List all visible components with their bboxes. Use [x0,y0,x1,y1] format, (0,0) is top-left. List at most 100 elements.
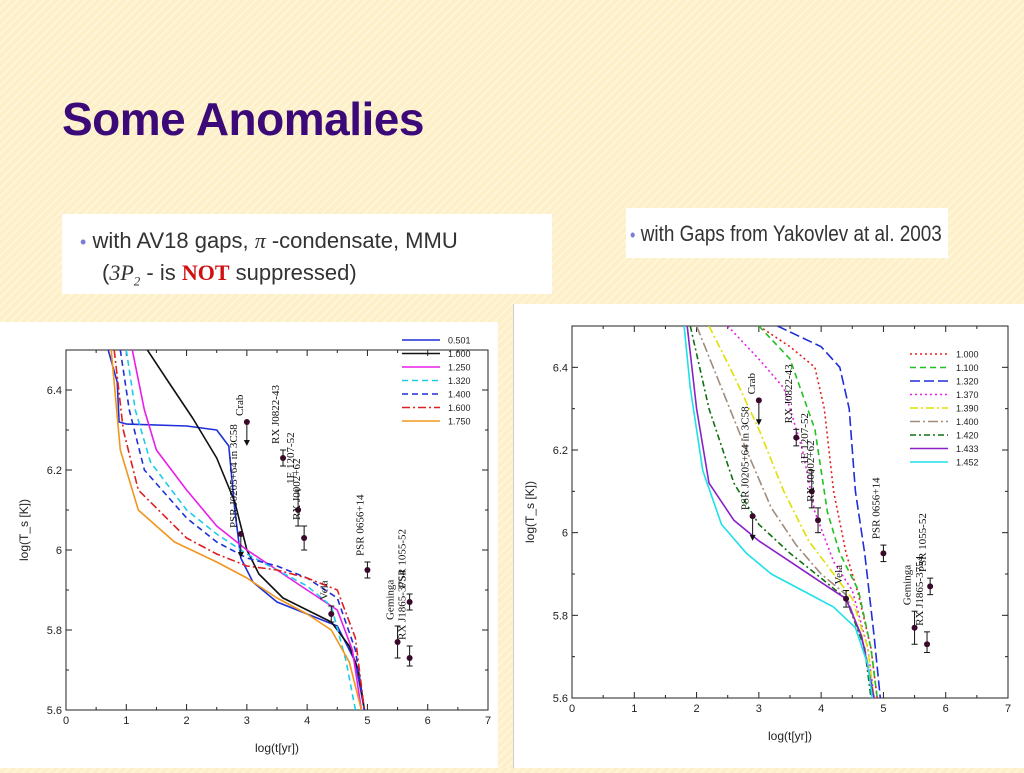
caption-left-line1: • with AV18 gaps, π -condensate, MMU [80,228,458,254]
x-tick-label: 4 [304,715,310,727]
y-axis-label: log(T_s [K]) [17,499,31,561]
series-line-1-000 [146,350,366,710]
observation-point [280,455,287,461]
x-tick-label: 6 [943,703,949,715]
legend-label: 1.320 [448,376,471,386]
observation-label: RX J0002+62 [805,440,817,502]
observation-point [815,517,822,524]
cooling-chart-right-svg: 0 1 2 3 4 5 6 7 5.6 5.8 6 6.2 6.4 log(t[yr]) log(T_s [… [523,325,1011,743]
series-line-1-433 [686,326,875,698]
observation-point [793,434,800,441]
observation-point [843,595,850,602]
caption-left-line2: (3P2 - is NOT suppressed) [102,260,357,289]
observation-label: RX J1865-3754 [914,555,926,625]
observation-label: PSR 0656+14 [354,494,366,556]
cooling-chart-right: 0 1 2 3 4 5 6 7 5.6 5.8 6 6.2 6.4 log(t[yr]) log(T_s [… [513,304,1024,768]
y-tick-label: 6 [562,528,568,540]
observation-point [924,641,931,648]
cooling-chart-left-svg: 0 1 2 3 4 5 6 7 5.6 5.8 6 6.2 6.4 log(t[yr]) log(T_s [… [17,336,491,756]
x-tick-label: 7 [485,715,491,727]
math-subscript: 2 [133,273,141,289]
x-axis-label: log(t[yr]) [768,729,812,743]
observation-label: 1E 1207-52 [285,432,297,484]
pi-symbol: π [254,228,266,253]
x-axis-label: log(t[yr]) [255,741,299,755]
series-line-1-250 [131,350,363,710]
legend-label: 1.000 [448,349,471,359]
caption-text: with AV18 gaps, [92,228,249,253]
y-tick-label: 6 [56,545,62,557]
slide-title: Some Anomalies [62,93,424,145]
caption-left: • with AV18 gaps, π -condensate, MMU (3P… [62,214,552,294]
not-emphasis: NOT [181,260,230,285]
observation-label: PSR 1055-52 [397,529,409,588]
observation-label: RX J0822-43 [270,385,282,444]
observation-point [406,655,413,661]
series-line-1-000 [758,326,878,698]
observation-point [328,611,335,617]
caption-right: • with Gaps from Yakovlev at al. 2003 [626,208,948,258]
y-tick-label: 6.2 [47,465,62,477]
observation-label: Geminga [902,565,914,605]
observation-point [808,488,815,495]
series-line-1-600 [113,350,366,710]
series-line-1-320 [777,326,882,698]
observation-label: RX J1865-3754 [397,570,409,640]
caption-text: suppressed) [229,260,357,285]
series-line-1-390 [708,326,875,698]
observation-point [394,639,401,645]
series-line-1-100 [758,326,878,698]
caption-right-line1: • with Gaps from Yakovlev at al. 2003 [630,221,942,247]
x-tick-label: 1 [631,703,637,715]
series-group [683,326,882,698]
observation-label: Crab [234,394,246,416]
legend-label: 1.433 [956,444,979,454]
x-tick-label: 4 [818,703,824,715]
observation-label: RX J0002+62 [291,458,303,520]
legend-label: 1.400 [448,390,471,400]
y-axis-label: log(T_s [K]) [523,481,537,543]
observation-label: Geminga [385,580,397,620]
observation-label: PSR J0205+64 in 3C58 [740,406,752,510]
caption-text: ( [102,260,110,285]
math-3p: 3P [109,260,134,285]
observation-label: RX J0822-43 [783,364,795,423]
x-tick-label: 3 [244,715,250,727]
upper-limit-arrowhead [237,552,244,558]
upper-limit-arrowhead [243,440,250,446]
x-tick-label: 1 [123,715,129,727]
observation-point [880,550,887,557]
bullet-icon: • [80,232,87,252]
x-tick-label: 6 [425,715,431,727]
legend-label: 1.452 [956,458,979,468]
legend-label: 1.750 [448,417,471,427]
x-tick-label: 0 [63,715,69,727]
x-tick-label: 0 [569,703,575,715]
observation-point [927,583,934,590]
observation-point [749,513,756,520]
cooling-chart-left: 0 1 2 3 4 5 6 7 5.6 5.8 6 6.2 6.4 log(t[yr]) log(T_s [… [0,322,498,768]
y-tick-label: 5.6 [47,705,62,717]
y-tick-label: 5.6 [553,693,568,705]
caption-text: -condensate, MMU [271,228,458,253]
legend-label: 1.400 [956,417,979,427]
series-line-1-420 [689,326,872,698]
upper-limit-arrowhead [749,534,756,541]
x-tick-label: 2 [694,703,700,715]
y-tick-label: 6.4 [47,385,62,397]
caption-text: with Gaps from Yakovlev at al. 2003 [640,221,942,246]
series-line-1-370 [727,326,875,698]
observation-label: Vela [318,580,330,600]
legend-label: 1.320 [956,377,979,387]
observation-label: PSR 0656+14 [870,477,882,539]
y-tick-label: 5.8 [553,610,568,622]
y-tick-label: 6.2 [553,445,568,457]
legend-label: 1.000 [956,350,979,360]
observation-point [243,419,250,425]
legend-label: 1.100 [956,363,979,373]
observation-point [237,531,244,537]
series-line-1-452 [683,326,873,698]
x-tick-label: 5 [364,715,370,727]
series-group [107,350,366,710]
x-tick-label: 2 [184,715,190,727]
